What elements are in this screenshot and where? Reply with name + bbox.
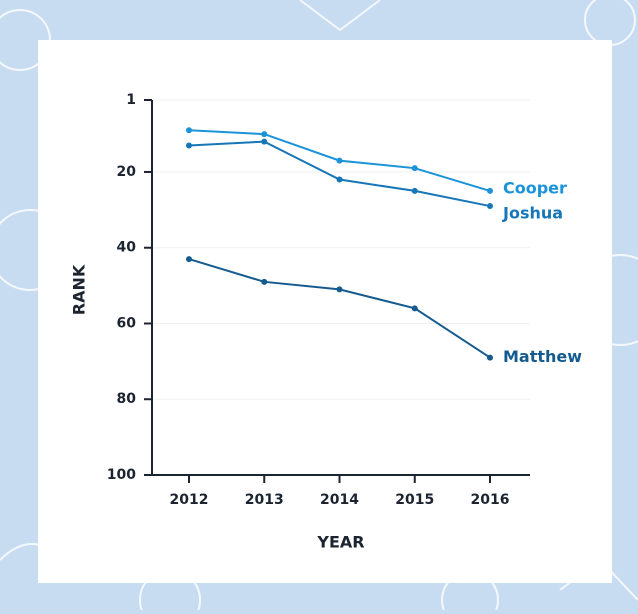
point: [487, 354, 493, 361]
x-tick-label: 2013: [245, 492, 284, 508]
point: [186, 256, 192, 263]
x-tick-label: 2012: [170, 492, 209, 508]
x-axis-title: YEAR: [316, 533, 364, 552]
point: [186, 142, 192, 149]
point: [487, 203, 493, 210]
series-label: Matthew: [503, 347, 582, 366]
point: [487, 187, 493, 194]
point: [336, 157, 343, 164]
x-tick-label: 2014: [320, 492, 359, 508]
point: [261, 278, 268, 285]
point: [261, 131, 268, 138]
y-tick-label: 80: [117, 391, 137, 407]
y-axis-title: RANK: [70, 264, 89, 315]
y-tick-label: 20: [117, 164, 137, 180]
y-tick-label: 60: [117, 315, 137, 331]
y-tick-label: 100: [107, 467, 136, 483]
point: [186, 127, 192, 134]
x-tick-label: 2016: [471, 492, 510, 508]
y-tick-label: 1: [126, 92, 136, 108]
point: [411, 305, 418, 312]
point: [411, 165, 418, 172]
point: [411, 187, 418, 194]
point: [261, 138, 268, 145]
x-tick-label: 2015: [395, 492, 434, 508]
point: [336, 176, 343, 183]
y-tick-label: 40: [117, 240, 137, 256]
series-label: Joshua: [502, 204, 563, 223]
card: [38, 40, 612, 583]
point: [336, 286, 343, 293]
series-label: Cooper: [503, 178, 567, 197]
